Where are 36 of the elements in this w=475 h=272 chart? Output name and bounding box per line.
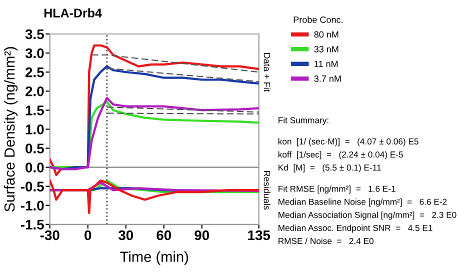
x-tick-label: 30 [118, 230, 134, 240]
x-tick-label: 60 [156, 230, 172, 240]
y-tick-label: 0.0 [26, 162, 44, 172]
x-tick-label: 135 [248, 230, 270, 240]
y-tick-label: -1.5 [20, 220, 44, 230]
text: Residuals [264, 171, 270, 210]
y-axis-title: Surface Density (ng/mm²) [4, 47, 18, 212]
y-tick-label: 3.5 [25, 29, 44, 40]
y-tick-label: 0.5 [26, 144, 44, 154]
text: Data + Fit [264, 53, 270, 92]
y-tick-label: -0.5 [20, 182, 44, 192]
text: RMSE / Noise = 2.4 E0 [278, 238, 374, 244]
y-tick-label: 2.5 [25, 67, 44, 78]
legend-title: Probe Conc. [294, 16, 342, 23]
chart-title: HLA-Drb4 [44, 8, 102, 18]
text: kon [1/ (sec·M)] = (4.07 ± 0.06) E5 [278, 138, 418, 146]
text: Kd [M] = (5.5 ± 0.1) E-11 [278, 164, 381, 172]
text: Fit RMSE [ng/mm²] = 1.6 E-1 [278, 186, 396, 194]
legend-label: 33 nM [314, 46, 338, 52]
text: Median Assoc. Endpoint SNR = 4.5 E1 [278, 224, 432, 233]
text: Fit Summary: [278, 116, 328, 125]
text: Median Association Signal [ng/mm²] = 2.3 E0 [278, 212, 456, 220]
y-tick-label: -1.0 [20, 200, 44, 211]
x-tick-label: 0 [84, 230, 92, 240]
x-tick-label: -30 [40, 230, 60, 240]
legend-label: 80 nM [314, 31, 338, 38]
y-tick-label: 3.0 [25, 48, 44, 58]
y-tick-label: 2.0 [25, 86, 44, 96]
text: koff [1/sec] = (2.24 ± 0.04) E-5 [278, 151, 403, 160]
legend-label: 11 nM [314, 60, 338, 68]
x-tick-label: 90 [194, 230, 210, 240]
y-tick-label: 1.5 [26, 106, 44, 116]
y-tick-label: 1.0 [26, 124, 44, 134]
x-axis-title: Time (min) [120, 251, 188, 265]
text: Median Baseline Noise [ng/mm²] = 6.6 E-2 [278, 198, 447, 207]
legend-label: 3.7 nM [314, 75, 341, 82]
